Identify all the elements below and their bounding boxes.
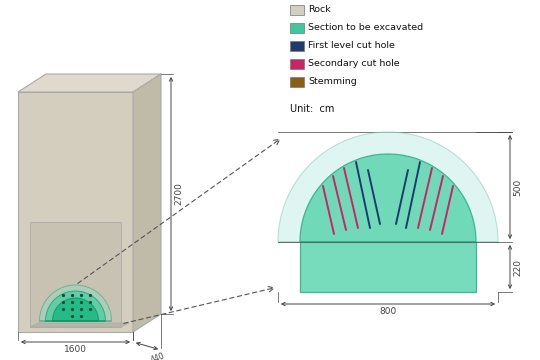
Polygon shape [30, 222, 121, 327]
FancyBboxPatch shape [290, 41, 304, 51]
Polygon shape [39, 285, 111, 321]
Polygon shape [300, 154, 476, 242]
FancyBboxPatch shape [290, 77, 304, 87]
Polygon shape [45, 291, 105, 321]
Text: Secondary cut hole: Secondary cut hole [308, 59, 400, 68]
FancyBboxPatch shape [290, 59, 304, 69]
Polygon shape [30, 323, 129, 327]
Polygon shape [18, 92, 133, 332]
Polygon shape [278, 132, 498, 242]
Text: Section to be excavated: Section to be excavated [308, 23, 423, 32]
Text: 220: 220 [513, 258, 522, 275]
Text: 800: 800 [380, 307, 396, 316]
Text: 500: 500 [513, 178, 522, 195]
Text: First level cut hole: First level cut hole [308, 41, 395, 50]
Polygon shape [133, 74, 161, 332]
Polygon shape [52, 298, 98, 321]
FancyBboxPatch shape [290, 5, 304, 15]
FancyBboxPatch shape [290, 23, 304, 33]
Polygon shape [18, 74, 161, 92]
Text: 1600: 1600 [64, 345, 87, 354]
Text: Stemming: Stemming [308, 77, 357, 86]
Polygon shape [300, 242, 476, 292]
Text: Unit:  cm: Unit: cm [290, 104, 334, 114]
Text: Rock: Rock [308, 5, 330, 14]
Text: 440: 440 [149, 351, 166, 360]
Text: 2700: 2700 [174, 183, 183, 206]
